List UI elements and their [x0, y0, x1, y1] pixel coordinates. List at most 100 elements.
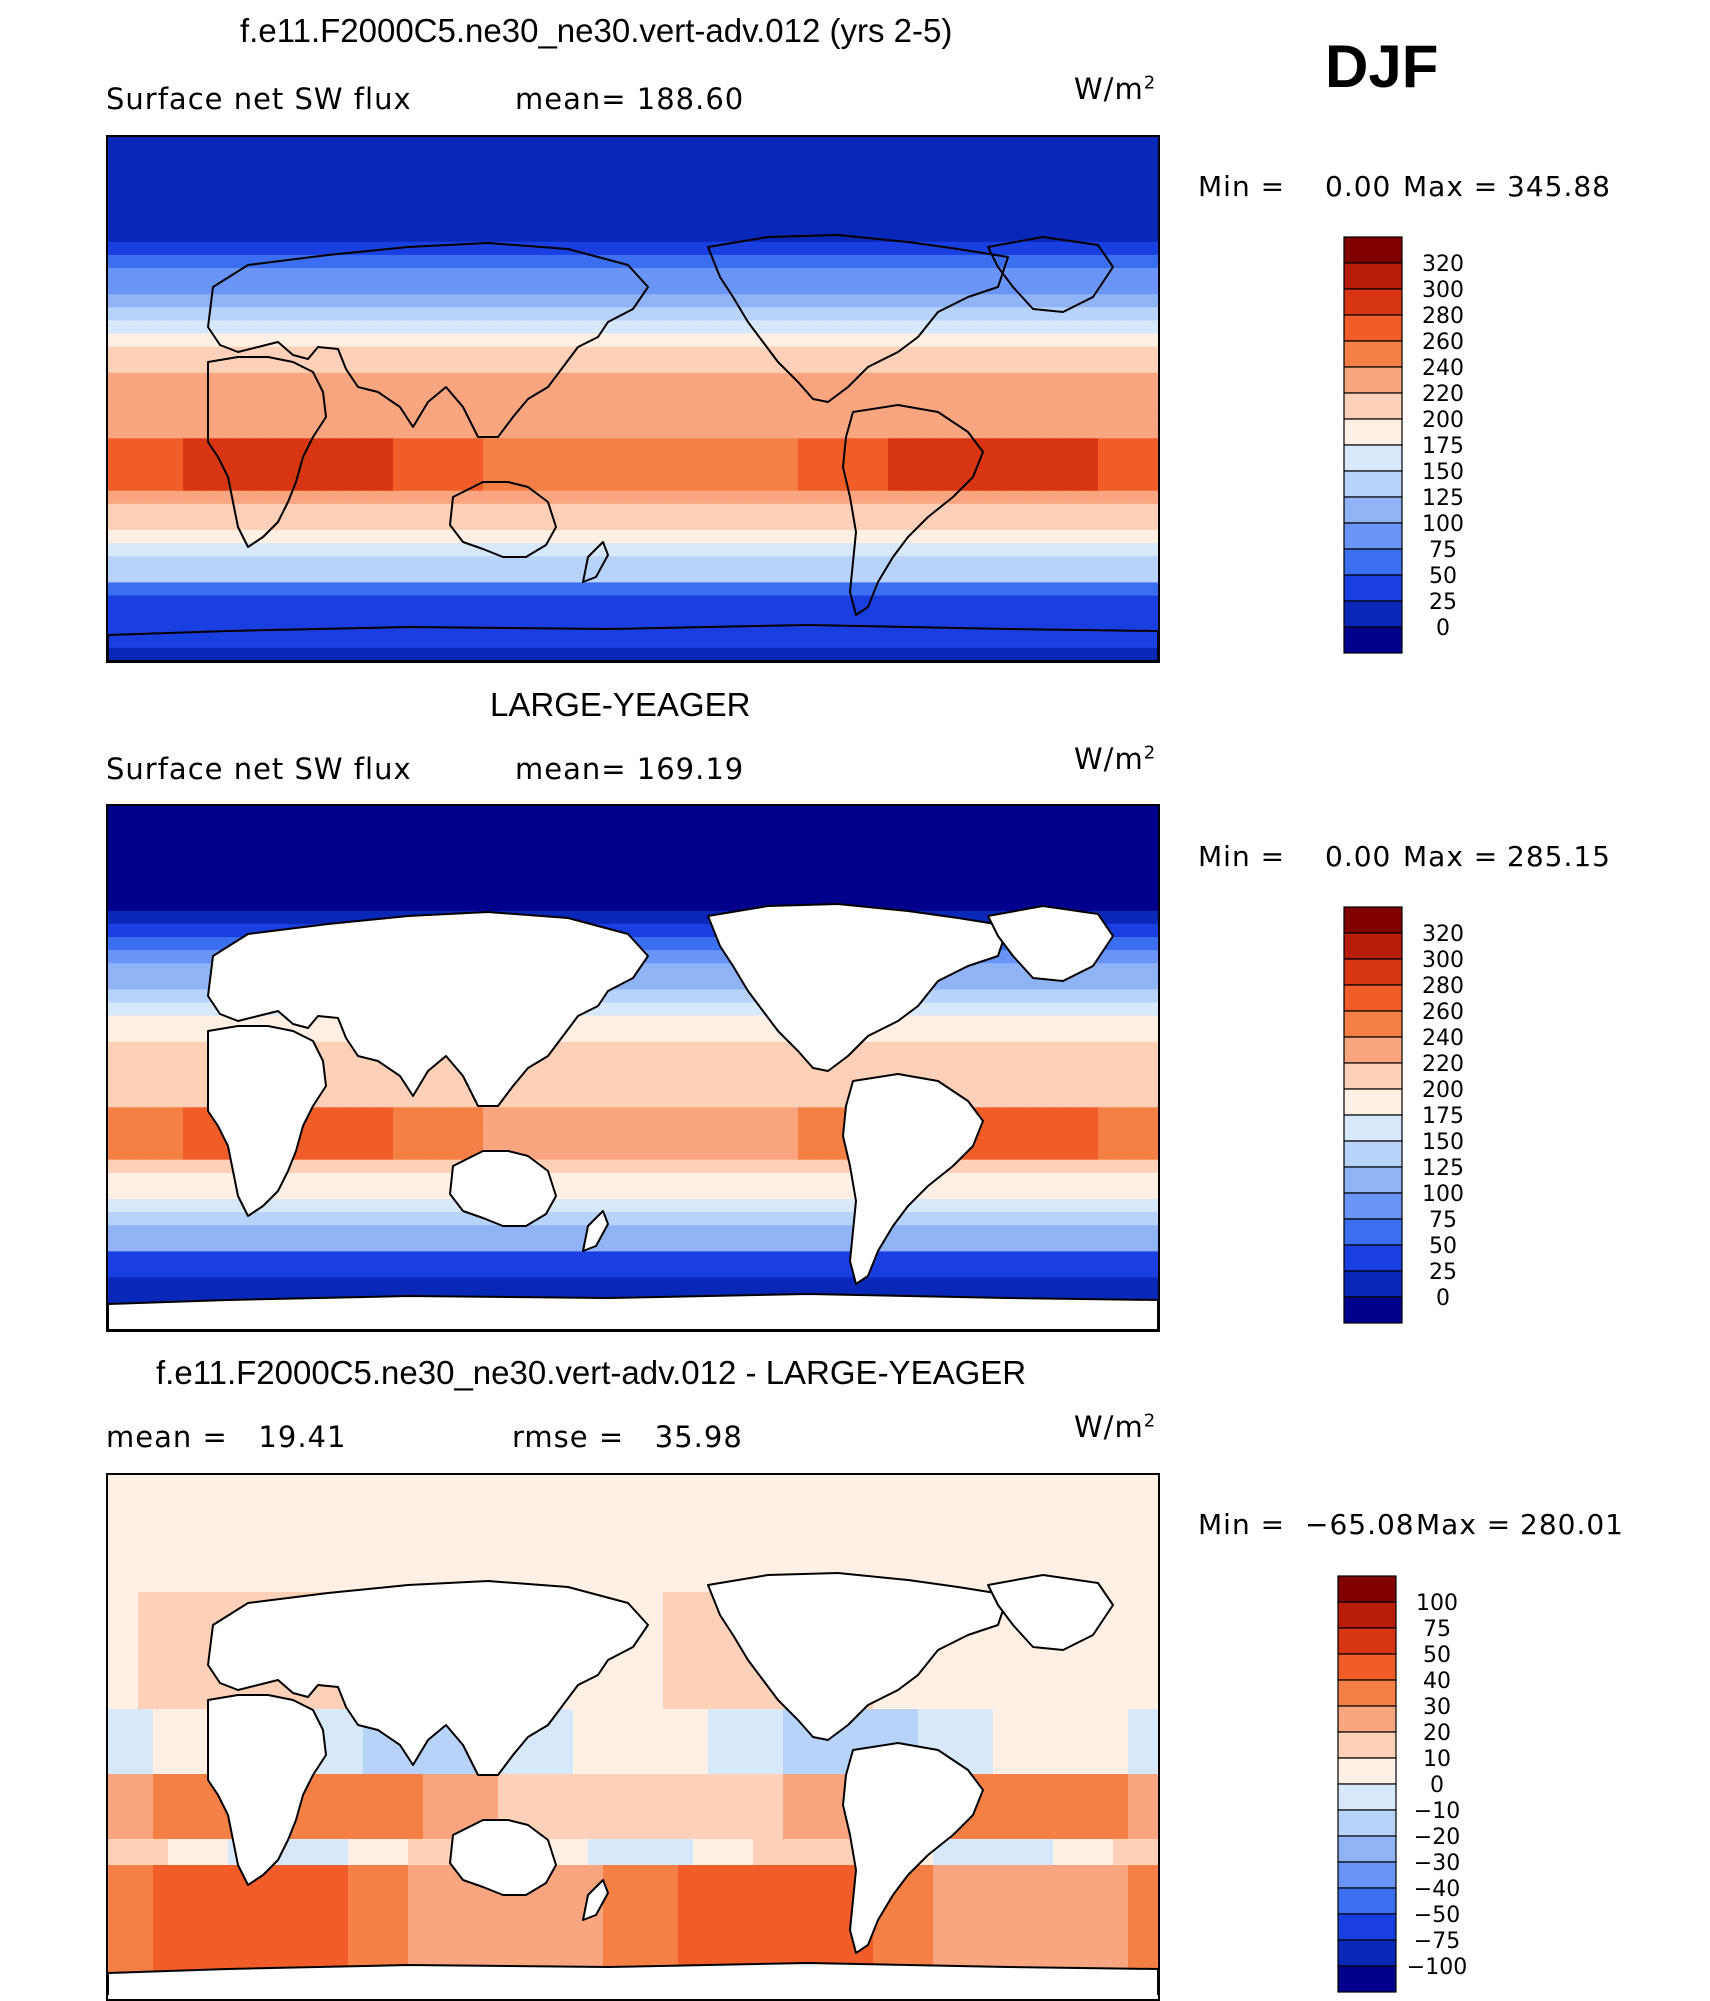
- field-cell: [963, 1185, 979, 1200]
- field-cell: [1143, 412, 1158, 426]
- field-cell: [138, 307, 154, 321]
- field-cell: [303, 464, 319, 479]
- field-cell: [123, 1185, 139, 1200]
- field-cell: [753, 1081, 769, 1095]
- field-cell: [243, 503, 259, 518]
- field-cell: [573, 254, 589, 269]
- field-cell: [963, 1002, 979, 1017]
- field-cell: [303, 543, 319, 557]
- field-cell: [903, 385, 919, 400]
- field-cell: [603, 215, 619, 230]
- field-cell: [873, 1041, 889, 1056]
- field-cell: [213, 543, 229, 557]
- field-cell: [243, 359, 259, 374]
- field-cell: [168, 359, 184, 374]
- field-cell: [1143, 923, 1158, 938]
- field-cell: [438, 228, 454, 243]
- field-cell: [588, 1199, 604, 1213]
- field-cell: [153, 1120, 169, 1135]
- field-cell: [198, 503, 214, 518]
- field-cell: [1143, 819, 1158, 833]
- field-cell: [993, 1094, 1009, 1108]
- field-cell: [708, 1120, 724, 1135]
- field-cell: [1053, 346, 1069, 361]
- field-cell: [798, 1120, 814, 1135]
- field-cell: [978, 845, 994, 859]
- field-cell: [948, 150, 964, 164]
- field-cell: [633, 1172, 649, 1187]
- field-cell: [273, 1199, 289, 1213]
- field-cell: [873, 530, 889, 544]
- field-cell: [813, 268, 829, 282]
- field-cell: [243, 372, 259, 387]
- field-cell: [123, 871, 139, 886]
- field-cell: [1128, 937, 1144, 951]
- field-cell: [1008, 176, 1024, 190]
- field-cell: [753, 832, 769, 846]
- field-cell: [273, 333, 289, 348]
- panel1-max-value: 345.88: [1507, 170, 1611, 203]
- field-cell: [1053, 1015, 1069, 1030]
- field-cell: [408, 241, 424, 256]
- field-cell: [153, 1199, 169, 1213]
- field-cell: [723, 1185, 739, 1200]
- field-cell: [123, 346, 139, 361]
- field-cell: [1128, 412, 1144, 426]
- field-cell: [108, 621, 124, 636]
- field-cell: [363, 530, 379, 544]
- field-cell: [303, 1146, 319, 1161]
- field-cell: [648, 1041, 664, 1056]
- field-cell: [108, 1094, 124, 1108]
- field-cell: [768, 320, 784, 335]
- field-cell: [858, 871, 874, 886]
- field-cell: [273, 163, 289, 177]
- field-cell: [423, 543, 439, 557]
- field-cell: [528, 634, 544, 649]
- field-cell: [843, 556, 859, 570]
- field-cell: [423, 845, 439, 859]
- field-cell: [783, 150, 799, 164]
- field-cell: [573, 1041, 589, 1056]
- field-cell: [993, 320, 1009, 335]
- field-cell: [738, 634, 754, 649]
- field-cell: [1038, 372, 1054, 387]
- field-cell: [543, 858, 559, 873]
- field-cell: [258, 425, 274, 439]
- field-cell: [858, 202, 874, 217]
- field-cell: [933, 858, 949, 873]
- field-cell: [648, 268, 664, 282]
- field-cell: [1143, 254, 1158, 269]
- field-cell: [753, 516, 769, 531]
- field-cell: [1113, 412, 1129, 426]
- field-cell: [438, 1133, 454, 1148]
- field-cell: [423, 1120, 439, 1135]
- field-cell: [918, 189, 934, 204]
- field-cell: [708, 1146, 724, 1161]
- field-cell: [423, 1107, 439, 1121]
- field-cell: [723, 307, 739, 321]
- field-cell: [603, 1041, 619, 1056]
- field-cell: [903, 359, 919, 374]
- field-cell: [768, 556, 784, 570]
- field-cell: [1068, 503, 1084, 518]
- field-cell: [663, 516, 679, 531]
- field-cell: [513, 451, 529, 466]
- field-cell: [1113, 937, 1129, 951]
- field-cell: [738, 490, 754, 505]
- field-cell: [363, 1133, 379, 1148]
- field-cell: [123, 399, 139, 413]
- field-cell: [528, 1094, 544, 1108]
- field-cell: [828, 543, 844, 557]
- field-cell: [1038, 1146, 1054, 1161]
- field-cell: [903, 464, 919, 479]
- field-cell: [348, 1146, 364, 1161]
- field-cell: [663, 976, 679, 990]
- colorbar-box: [1343, 314, 1403, 342]
- field-cell: [543, 871, 559, 886]
- field-cell: [333, 372, 349, 387]
- field-cell: [888, 320, 904, 335]
- field-cell: [678, 1068, 694, 1082]
- field-cell: [528, 845, 544, 859]
- field-cell: [1083, 294, 1099, 308]
- field-cell: [543, 372, 559, 387]
